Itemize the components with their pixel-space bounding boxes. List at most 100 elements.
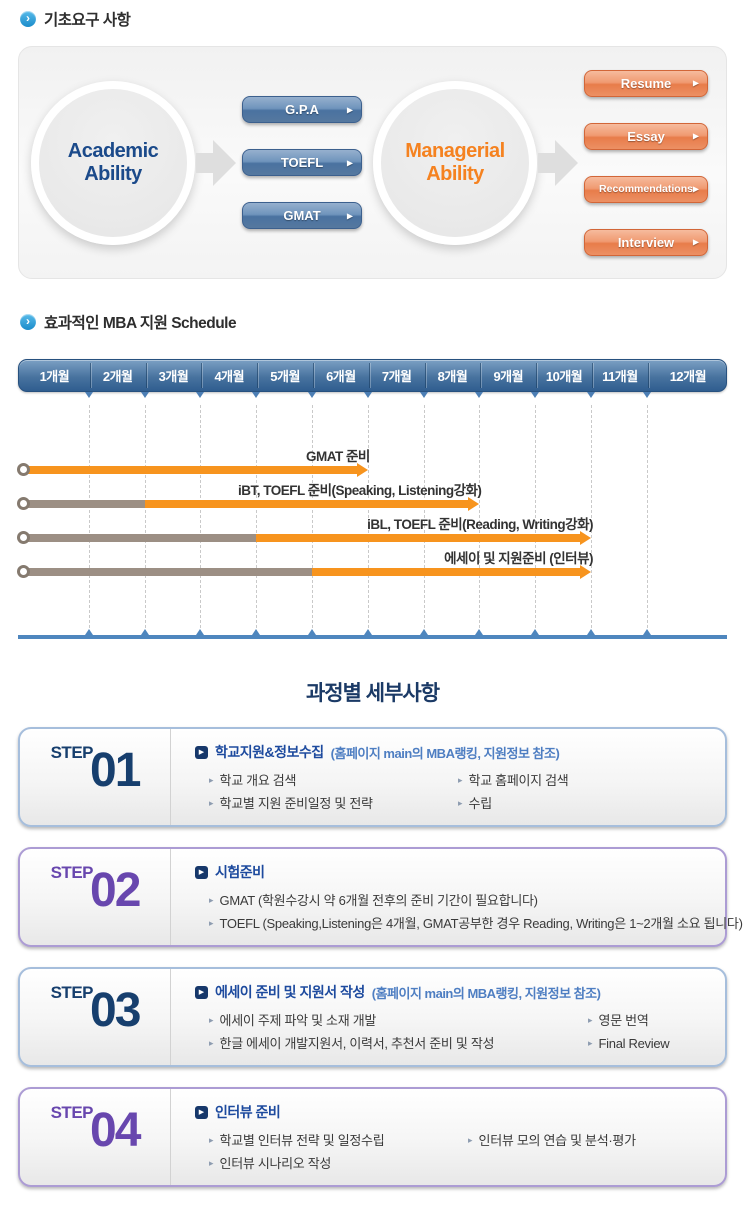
gantt-bar-orange [144,500,469,508]
month-separator [536,363,538,388]
month-separator [145,363,147,388]
axis-tick-triangle-icon [196,629,205,635]
toefl-button[interactable]: TOEFL ▶ [242,149,362,176]
axis-tick-triangle-icon [84,629,93,635]
button-label: Recommendations [599,183,693,195]
bullet-circle-arrow-icon: › [20,314,36,330]
gantt-bar-gray [26,534,257,542]
gantt-bar-arrow-tip [356,463,368,477]
month-separator [201,363,203,388]
resume-button[interactable]: Resume ▶ [584,69,708,97]
bullet-arrow-icon: ▸ [458,798,463,808]
tick-triangle-icon [84,392,93,398]
month-label: 5개월 [270,369,300,384]
bullet-text: GMAT (학원수강시 약 6개월 전후의 준비 기간이 필요합니다) [219,893,538,908]
month-label: 7개월 [381,369,412,384]
bullet-row: ▸ 에세이 주제 파악 및 소재 개발 ▸ 영문 번역 [195,1009,717,1032]
interview-button[interactable]: Interview ▶ [584,228,708,256]
bullet-text: 인터뷰 시나리오 작성 [219,1156,332,1171]
schedule-gantt-chart: 1개월 2개월 3개월 4개월 5개월 6개월 7개월 8개월 9개월 10개월 11개월 12개월 … [0,359,745,651]
requirements-diagram-panel: Academic Ability G.P.A ▶ TOEFL ▶ GMAT ▶ Manag… [18,46,727,279]
step-02-box: STEP 02 ▶ 시험준비 ▸ GMAT (학원수강시 약 6개월 전후의 준비 기간이… [18,847,743,947]
month-label: 9개월 [493,369,524,384]
arrow-right-icon: ▶ [692,78,699,88]
month-label: 2개월 [102,369,133,384]
tick-triangle-icon [196,392,205,398]
bullet-item: ▸ 에세이 주제 파악 및 소재 개발 [195,1009,574,1032]
tick-triangle-icon [308,392,316,398]
bullet-item: ▸ 영문 번역 [574,1009,649,1032]
step-number: 04 [90,1104,141,1157]
step-word: STEP [50,983,94,1002]
bullet-text: 한글 에세이 개발지원서, 이력서, 추천서 준비 및 작성 [219,1036,495,1051]
bullet-item: ▸ 인터뷰 시나리오 작성 [195,1152,454,1175]
gantt-row-label: iBL, TOEFL 준비(Reading, Writing강화) [367,517,593,532]
bullet-arrow-icon: ▸ [209,895,214,905]
academic-ability-circle: Academic Ability [31,80,195,245]
axis-tick-triangle-icon [531,629,540,635]
axis-tick-triangle-icon [475,629,484,635]
gmat-button[interactable]: GMAT ▶ [242,202,362,229]
month-gridline [312,405,313,633]
button-label: Essay [627,128,665,144]
step-04-box: STEP 04 ▶ 인터뷰 준비 ▸ 학교별 인터뷰 전략 및 일정수립 ▸ 인터뷰 모의 연… [18,1087,727,1187]
tick-triangle-icon [587,392,595,398]
tick-triangle-icon [363,392,372,398]
gantt-bar-gray [26,500,145,508]
bullet-row: ▸ 한글 에세이 개발지원서, 이력서, 추천서 준비 및 작성 ▸ Final Re… [195,1032,717,1055]
bullet-row: ▸ 학교 개요 검색 ▸ 학교 홈페이지 검색 [195,769,717,792]
month-gridline [646,405,648,633]
bullet-text: 학교별 지원 준비일정 및 전략 [219,796,373,811]
month-separator [424,363,426,388]
month-label: 11개월 [602,369,638,384]
bullet-item: ▸ 학교별 지원 준비일정 및 전략 [195,792,444,815]
arrow-right-icon: ▶ [692,131,699,141]
recommendations-button[interactable]: Recommendations ▶ [584,175,708,203]
axis-tick-triangle-icon [363,629,372,635]
gantt-row-label: GMAT 준비 [305,449,370,464]
bullet-arrow-icon: ▸ [209,1135,214,1145]
essay-button[interactable]: Essay ▶ [584,122,708,150]
month-label: 10개월 [545,369,583,384]
title-square-arrow-icon: ▶ [195,745,208,759]
step-title-row: ▶ 시험준비 [195,862,717,882]
flow-arrow-icon [538,139,578,186]
gantt-start-marker [17,565,30,578]
academic-ability-label: Academic Ability [67,139,159,185]
month-gridline [88,405,90,633]
bullet-row: ▸ 학교별 인터뷰 전략 및 일정수립 ▸ 인터뷰 모의 연습 및 분석·평가 [195,1129,717,1152]
bullet-arrow-icon: ▸ [209,918,214,928]
step-content: ▶ 인터뷰 준비 ▸ 학교별 인터뷰 전략 및 일정수립 ▸ 인터뷰 모의 연습 및 분석… [171,1089,725,1185]
step-title: 인터뷰 준비 [215,1104,281,1120]
step-title: 에세이 준비 및 지원서 작성 [215,984,365,1000]
axis-tick-triangle-icon [252,629,261,635]
bullet-arrow-icon: ▸ [209,1015,214,1025]
axis-tick-triangle-icon [308,629,316,635]
bullet-item: ▸ GMAT (학원수강시 약 6개월 전후의 준비 기간이 필요합니다) [195,889,538,912]
bullet-item: ▸ 수립 [444,792,492,815]
gantt-bar-gray [26,568,312,576]
bullet-row: ▸ 인터뷰 시나리오 작성 [195,1152,717,1175]
step-content: ▶ 학교지원&정보수집 (홈페이지 main의 MBA랭킹, 지원정보 참조) ▸ 학교… [171,729,725,825]
step-03-box: STEP 03 ▶ 에세이 준비 및 지원서 작성 (홈페이지 main의 MBA랭킹,… [18,967,727,1067]
tick-triangle-icon [140,392,149,398]
button-label: TOEFL [280,155,324,170]
gantt-start-marker [17,497,30,510]
arrow-right-icon: ▶ [346,105,353,114]
gantt-row-label: iBT, TOEFL 준비(Speaking, Listening강화) [237,483,482,498]
step-bullets: ▸ 학교 개요 검색 ▸ 학교 홈페이지 검색 ▸ 학교별 지원 준비일정 및 전략 ▸ 수립 [195,769,717,815]
month-gridline [367,405,369,633]
month-gridline [144,405,146,633]
title-square-arrow-icon: ▶ [195,985,208,999]
managerial-ability-label: Managerial Ability [405,139,505,185]
bullet-text: 인터뷰 모의 연습 및 분석·평가 [478,1133,637,1148]
button-label: GMAT [283,208,321,223]
month-gridline [200,405,202,633]
gpa-button[interactable]: G.P.A ▶ [242,96,362,123]
gantt-bar-orange [256,534,580,542]
month-label: 1개월 [39,369,70,384]
arrow-right-icon: ▶ [346,211,353,220]
month-separator [89,363,91,388]
step-number: 02 [90,864,141,917]
